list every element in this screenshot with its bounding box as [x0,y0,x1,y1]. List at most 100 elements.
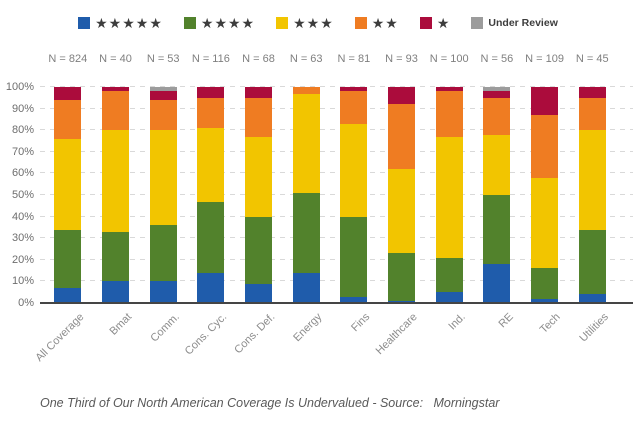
bar-segment-5-star [54,287,82,303]
x-tick-cell: Energy [282,306,330,378]
under-review-swatch-icon [471,17,484,29]
bar-segment-4-star [292,192,320,273]
bar-column-utilities [568,87,616,303]
legend-label-three-star: ★★★ [293,15,334,31]
y-tick-label-70: 70% [11,145,34,158]
bar-segment-4-star [245,216,273,284]
bar-segment-3-star [483,134,511,196]
bar-segment-2-star [483,97,511,135]
bar-segment-3-star [340,123,368,217]
x-tick-label-5: Cons. Def. [231,311,278,357]
four-star-swatch-icon [183,17,196,29]
bar-segment-1-star [54,87,82,100]
bar-segment-5-star [245,283,273,303]
bar-stack [578,87,606,303]
bar-segment-3-star [197,128,225,202]
n-labels-row: N = 824 N = 40 N = 53 N = 116 N = 68 N = 63 N … [44,53,616,65]
bar-segment-4-star [197,201,225,273]
x-tick-label-2: Bmat [107,311,135,338]
gridline-60 [40,172,633,174]
y-tick-label-40: 40% [11,210,34,223]
y-tick-label-30: 30% [11,232,34,245]
bar-segment-3-star [435,136,463,258]
bar-segment-3-star [292,93,320,193]
x-tick-label-6: Energy [291,311,325,345]
legend-label-four-star: ★★★★ [200,15,256,31]
bar-segment-4-star [435,257,463,293]
n-label-9: N = 100 [429,53,469,65]
legend-label-two-star: ★★ [371,15,399,31]
bar-segment-2-star [531,115,559,178]
bars-row [44,87,616,303]
bar-segment-4-star [578,229,606,295]
bar-segment-under-review [483,87,511,92]
bar-segment-5-star [435,292,463,303]
gridline-50 [40,194,633,195]
bar-segment-2-star [435,91,463,137]
y-tick-label-50: 50% [11,189,34,201]
bar-segment-1-star [388,87,416,105]
legend-label-five-star: ★★★★★ [95,15,163,31]
n-label-3: N = 53 [146,53,180,65]
bar-segment-1-star [435,87,463,92]
x-tick-label-9: Ind. [446,311,468,333]
n-label-4: N = 116 [191,53,230,65]
x-tick-label-12: Utilities [577,311,611,345]
five-star-swatch-icon [78,17,91,29]
bar-segment-4-star [54,229,82,288]
legend-label-one-star: ★ [436,15,451,31]
bar-segment-4-star [149,225,177,282]
x-tick-cell: Healthcare [374,306,426,378]
x-tick-label-1: All Coverage [33,311,87,365]
legend-label-under-review: Under Review [488,16,558,29]
x-tick-cell: Tech [521,306,569,378]
gridline-90 [40,107,633,109]
bar-segment-5-star [483,264,511,303]
bar-segment-3-star [245,136,273,217]
bar-segment-3-star [54,138,82,230]
bar-column-ind [425,87,473,303]
n-label-2: N = 40 [99,53,132,65]
bar-segment-5-star [292,272,320,303]
bar-stack [197,87,225,303]
gridline-40 [40,215,633,217]
bar-segment-3-star [388,169,416,254]
bar-segment-4-star [102,231,129,282]
bar-segment-3-star [102,130,129,232]
x-tick-label-4: Cons. Cyc. [182,311,230,358]
bar-segment-3-star [578,130,606,230]
y-tick-label-0: 0% [18,297,34,309]
x-tick-cell: Cons. Def. [231,306,283,378]
x-tick-cell: Utilities [568,306,616,378]
x-tick-cell: Comm. [139,306,187,378]
x-tick-cell: Fins [330,306,378,378]
plot-area [40,86,633,304]
legend-item-under-review: Under Review [471,16,558,29]
bar-segment-1-star [531,87,559,116]
n-label-10: N = 56 [480,53,514,65]
n-label-12: N = 45 [575,53,609,65]
gridline-10 [40,280,633,282]
x-tick-cell: Cons. Cyc. [183,306,235,378]
x-tick-cell: Ind. [425,306,473,378]
x-tick-label-3: Comm. [148,311,182,345]
bar-stack [388,87,416,303]
legend-item-two-star: ★★ [354,15,399,31]
bar-column-cons-cyc [187,87,235,303]
bar-segment-2-star [578,97,606,131]
bar-segment-5-star [531,298,559,303]
bar-stack [435,87,463,303]
bar-stack [531,87,559,303]
bar-segment-2-star [388,104,416,170]
x-tick-cell: RE [473,306,521,378]
y-tick-label-10: 10% [11,275,34,288]
bar-stack [54,87,82,303]
n-label-8: N = 93 [385,53,418,65]
bar-column-healthcare [378,87,426,303]
x-tick-label-7: Fins [349,311,373,335]
two-star-swatch-icon [354,17,367,29]
y-axis: 0% 10% 20% 30% 40% 50% 60% 70% 80% 90% 100% [0,81,34,309]
caption: One Third of Our North American Coverage… [40,396,500,410]
y-tick-label-60: 60% [11,167,34,180]
